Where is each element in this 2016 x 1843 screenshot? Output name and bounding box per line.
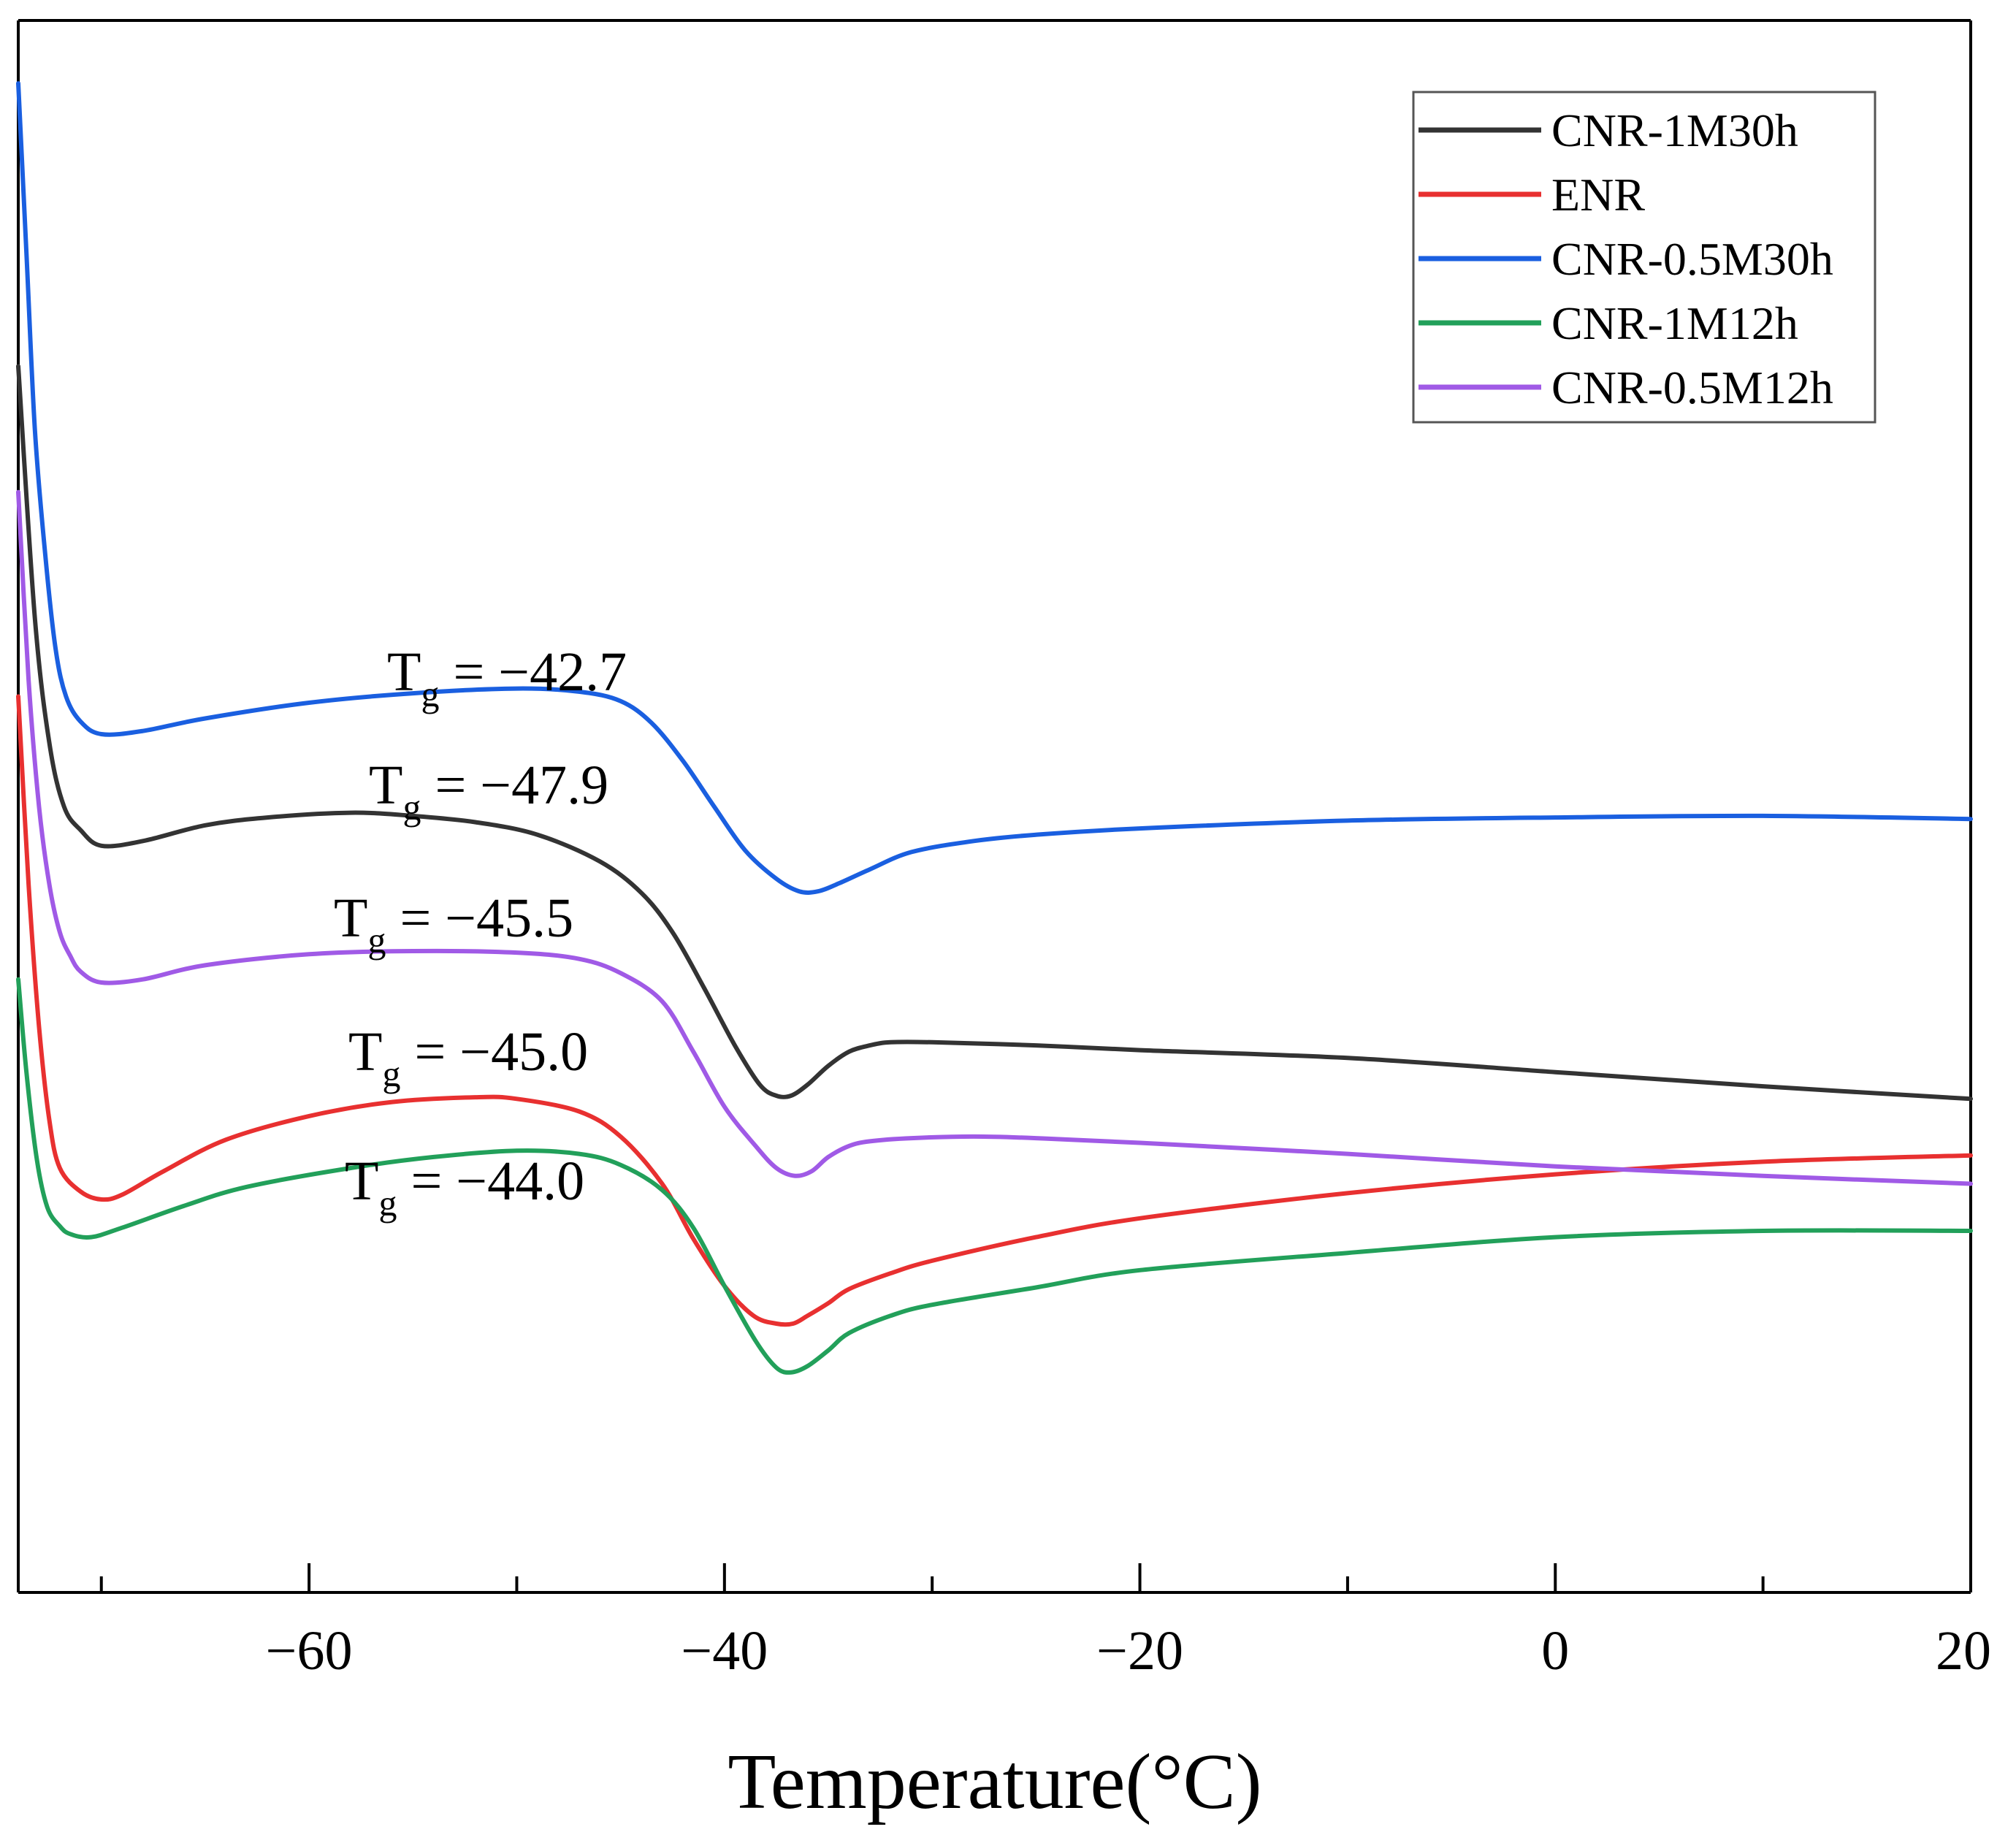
- x-tick-label--60: −60: [266, 1620, 353, 1682]
- legend-label-enr: ENR: [1551, 169, 1645, 221]
- series-layer: [16, 81, 1973, 1375]
- plot-frame: [17, 19, 1972, 1594]
- series-line-cnr-1m30h: [16, 364, 1973, 1102]
- legend-label-cnr-1m12h: CNR-1M12h: [1551, 297, 1798, 349]
- tg-annotation-cnr-1m30h: Tg = −47.9: [369, 755, 608, 828]
- series-line-cnr-0.5m30h: [16, 81, 1973, 895]
- tg-annotation-enr: Tg = −45.0: [348, 1021, 588, 1094]
- legend-label-cnr-1m30h: CNR-1M30h: [1551, 104, 1798, 156]
- tg-annotations: Tg = −42.7 Tg = −47.9 Tg = −45.5 Tg = −4…: [334, 641, 627, 1224]
- legend-label-cnr-0.5m30h: CNR-0.5M30h: [1551, 233, 1833, 285]
- tg-annotation-cnr-0.5m12h: Tg = −45.5: [334, 888, 573, 961]
- x-axis-title: Temperature(°C): [728, 1739, 1261, 1825]
- x-tick-label--20: −20: [1096, 1620, 1183, 1682]
- legend: CNR-1M30h ENR CNR-0.5M30h CNR-1M12h CNR-0.5M…: [1412, 91, 1876, 424]
- legend-label-cnr-0.5m12h: CNR-0.5M12h: [1551, 362, 1833, 413]
- x-tick-label-0: 0: [1541, 1620, 1569, 1682]
- tg-annotation-cnr-1m12h: Tg = −44.0: [345, 1151, 584, 1224]
- series-line-cnr-1m12h: [16, 977, 1973, 1375]
- series-line-enr: [16, 694, 1973, 1327]
- tg-annotation-cnr-0.5m30h: Tg = −42.7: [387, 641, 627, 714]
- x-tick-label--40: −40: [681, 1620, 768, 1682]
- x-axis-ticks: −60 −40 −20 0 20: [99, 1563, 1991, 1682]
- series-line-cnr-0.5m12h: [16, 489, 1973, 1186]
- x-tick-label-20: 20: [1936, 1620, 1991, 1682]
